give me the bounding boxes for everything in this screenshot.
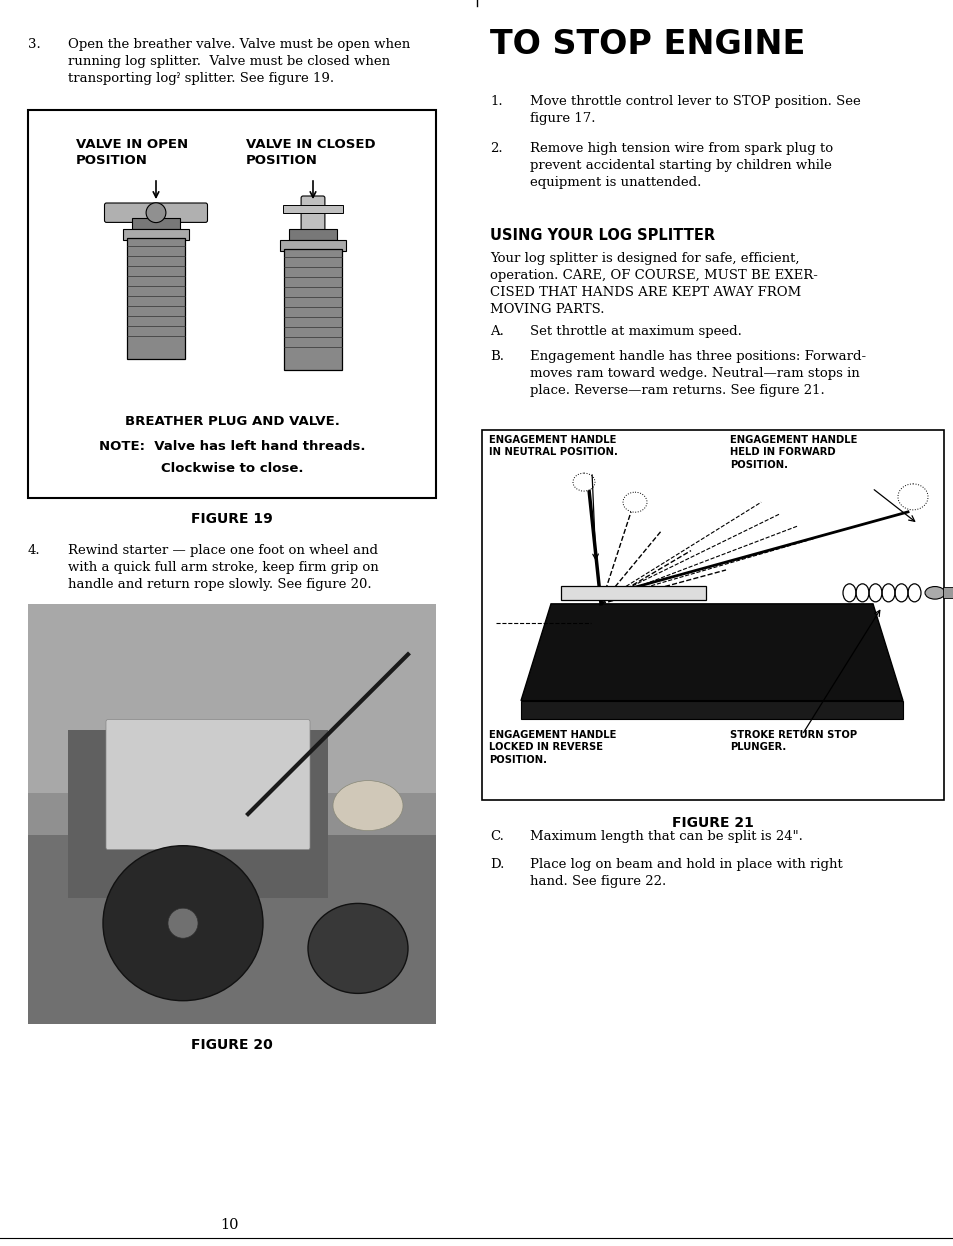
Text: USING YOUR LOG SPLITTER: USING YOUR LOG SPLITTER — [490, 228, 715, 243]
Text: 10: 10 — [220, 1219, 239, 1232]
Text: running log splitter.  Valve must be closed when: running log splitter. Valve must be clos… — [68, 55, 390, 69]
Ellipse shape — [308, 903, 408, 993]
FancyBboxPatch shape — [106, 720, 310, 850]
Text: Place log on beam and hold in place with right: Place log on beam and hold in place with… — [530, 858, 841, 871]
Bar — [496, 478, 937, 720]
Text: FIGURE 21: FIGURE 21 — [671, 816, 753, 830]
Bar — [284, 249, 341, 370]
Bar — [280, 240, 346, 250]
Ellipse shape — [897, 483, 927, 510]
Text: B.: B. — [490, 350, 503, 363]
Text: A.: A. — [490, 325, 503, 338]
Text: ENGAGEMENT HANDLE
HELD IN FORWARD
POSITION.: ENGAGEMENT HANDLE HELD IN FORWARD POSITI… — [729, 435, 857, 470]
Text: FIGURE 19: FIGURE 19 — [191, 512, 273, 526]
Text: FIGURE 20: FIGURE 20 — [191, 1038, 273, 1052]
Bar — [68, 730, 328, 898]
Text: equipment is unattended.: equipment is unattended. — [530, 176, 700, 189]
Bar — [520, 700, 902, 719]
Text: STROKE RETURN STOP
PLUNGER.: STROKE RETURN STOP PLUNGER. — [729, 730, 856, 753]
Text: Maximum length that can be split is 24".: Maximum length that can be split is 24". — [530, 830, 802, 844]
Text: ENGAGEMENT HANDLE
IN NEUTRAL POSITION.: ENGAGEMENT HANDLE IN NEUTRAL POSITION. — [489, 435, 618, 457]
Text: 3.: 3. — [28, 37, 41, 51]
Bar — [942, 587, 953, 598]
Ellipse shape — [168, 908, 198, 938]
Text: place. Reverse—ram returns. See figure 21.: place. Reverse—ram returns. See figure 2… — [530, 384, 824, 397]
Text: operation. CARE, OF COURSE, MUST BE EXER-: operation. CARE, OF COURSE, MUST BE EXER… — [490, 269, 817, 282]
Bar — [123, 229, 189, 240]
Bar — [28, 604, 436, 792]
Text: Clockwise to close.: Clockwise to close. — [161, 462, 303, 475]
Bar — [560, 586, 705, 599]
Ellipse shape — [622, 492, 646, 512]
Polygon shape — [520, 604, 902, 700]
Text: Rewind starter — place one foot on wheel and: Rewind starter — place one foot on wheel… — [68, 545, 377, 557]
Text: VALVE IN CLOSED
POSITION: VALVE IN CLOSED POSITION — [246, 138, 375, 167]
Ellipse shape — [103, 846, 263, 1001]
Text: VALVE IN OPEN
POSITION: VALVE IN OPEN POSITION — [76, 138, 188, 167]
Bar — [132, 218, 180, 229]
Bar — [28, 110, 436, 498]
Bar — [28, 604, 436, 1024]
Bar — [128, 238, 185, 359]
Text: Engagement handle has three positions: Forward-: Engagement handle has three positions: F… — [530, 350, 865, 363]
Text: CISED THAT HANDS ARE KEPT AWAY FROM: CISED THAT HANDS ARE KEPT AWAY FROM — [490, 287, 801, 299]
Text: prevent accidental starting by children while: prevent accidental starting by children … — [530, 159, 831, 172]
Text: 2.: 2. — [490, 142, 502, 155]
Text: Set throttle at maximum speed.: Set throttle at maximum speed. — [530, 325, 741, 338]
Text: ENGAGEMENT HANDLE
LOCKED IN REVERSE
POSITION.: ENGAGEMENT HANDLE LOCKED IN REVERSE POSI… — [489, 730, 616, 765]
Text: 4.: 4. — [28, 545, 41, 557]
Bar — [28, 835, 436, 1024]
Bar — [289, 229, 336, 240]
Text: Your log splitter is designed for safe, efficient,: Your log splitter is designed for safe, … — [490, 252, 799, 265]
Text: NOTE:  Valve has left hand threads.: NOTE: Valve has left hand threads. — [99, 440, 365, 454]
FancyBboxPatch shape — [105, 203, 208, 222]
Text: handle and return rope slowly. See figure 20.: handle and return rope slowly. See figur… — [68, 578, 372, 591]
Text: moves ram toward wedge. Neutral—ram stops in: moves ram toward wedge. Neutral—ram stop… — [530, 368, 859, 380]
Text: Move throttle control lever to STOP position. See: Move throttle control lever to STOP posi… — [530, 95, 860, 108]
Text: figure 17.: figure 17. — [530, 112, 595, 125]
Text: MOVING PARTS.: MOVING PARTS. — [490, 303, 604, 316]
Ellipse shape — [924, 587, 944, 599]
Text: Open the breather valve. Valve must be open when: Open the breather valve. Valve must be o… — [68, 37, 410, 51]
Bar — [282, 204, 343, 213]
Text: Remove high tension wire from spark plug to: Remove high tension wire from spark plug… — [530, 142, 832, 155]
FancyBboxPatch shape — [301, 196, 325, 233]
Text: transporting logˀ splitter. See figure 19.: transporting logˀ splitter. See figure 1… — [68, 72, 334, 85]
Bar — [481, 430, 943, 800]
Text: TO STOP ENGINE: TO STOP ENGINE — [490, 27, 804, 61]
Ellipse shape — [146, 203, 166, 223]
Text: D.: D. — [490, 858, 504, 871]
Ellipse shape — [333, 780, 402, 831]
Text: with a quick full arm stroke, keep firm grip on: with a quick full arm stroke, keep firm … — [68, 561, 378, 574]
Text: BREATHER PLUG AND VALVE.: BREATHER PLUG AND VALVE. — [125, 415, 339, 427]
Text: hand. See figure 22.: hand. See figure 22. — [530, 875, 665, 888]
Text: 1.: 1. — [490, 95, 502, 108]
Ellipse shape — [573, 473, 595, 491]
Text: C.: C. — [490, 830, 503, 844]
